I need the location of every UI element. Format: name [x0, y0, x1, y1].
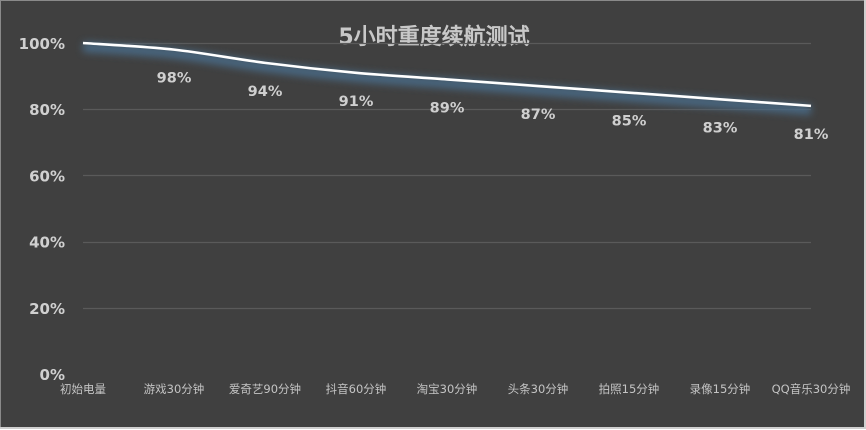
- x-tick-label: 初始电量: [60, 382, 106, 396]
- x-tick-label: 拍照15分钟: [599, 382, 660, 396]
- y-tick-label: 20%: [29, 300, 65, 318]
- x-tick-label: 爱奇艺90分钟: [229, 382, 301, 396]
- x-tick-label: 游戏30分钟: [144, 382, 205, 396]
- x-tick-label: 头条30分钟: [508, 382, 569, 396]
- data-label: 81%: [794, 127, 829, 143]
- data-label: 87%: [521, 107, 556, 123]
- data-label: 98%: [157, 71, 192, 87]
- y-tick-label: 60%: [29, 167, 65, 185]
- series-line-path: [83, 43, 811, 106]
- x-axis-tick-labels: 初始电量 游戏30分钟 爱奇艺90分钟 抖音60分钟 淘宝30分钟 头条30分钟 拍照15分…: [60, 382, 850, 396]
- y-tick-label: 40%: [29, 234, 65, 252]
- x-tick-label: 录像15分钟: [690, 382, 751, 396]
- x-tick-label: 抖音60分钟: [326, 382, 387, 396]
- y-tick-label: 80%: [29, 101, 65, 119]
- x-tick-label: QQ音乐30分钟: [772, 382, 851, 396]
- data-label: 85%: [612, 114, 647, 130]
- y-tick-label: 100%: [19, 35, 65, 53]
- data-label: 94%: [248, 84, 283, 100]
- x-tick-label: 淘宝30分钟: [417, 382, 478, 396]
- data-label: 91%: [339, 94, 374, 110]
- data-label: 89%: [430, 100, 465, 116]
- data-label: 83%: [703, 120, 738, 136]
- y-axis-tick-labels: 100%80%60%40%20%0%: [19, 35, 65, 384]
